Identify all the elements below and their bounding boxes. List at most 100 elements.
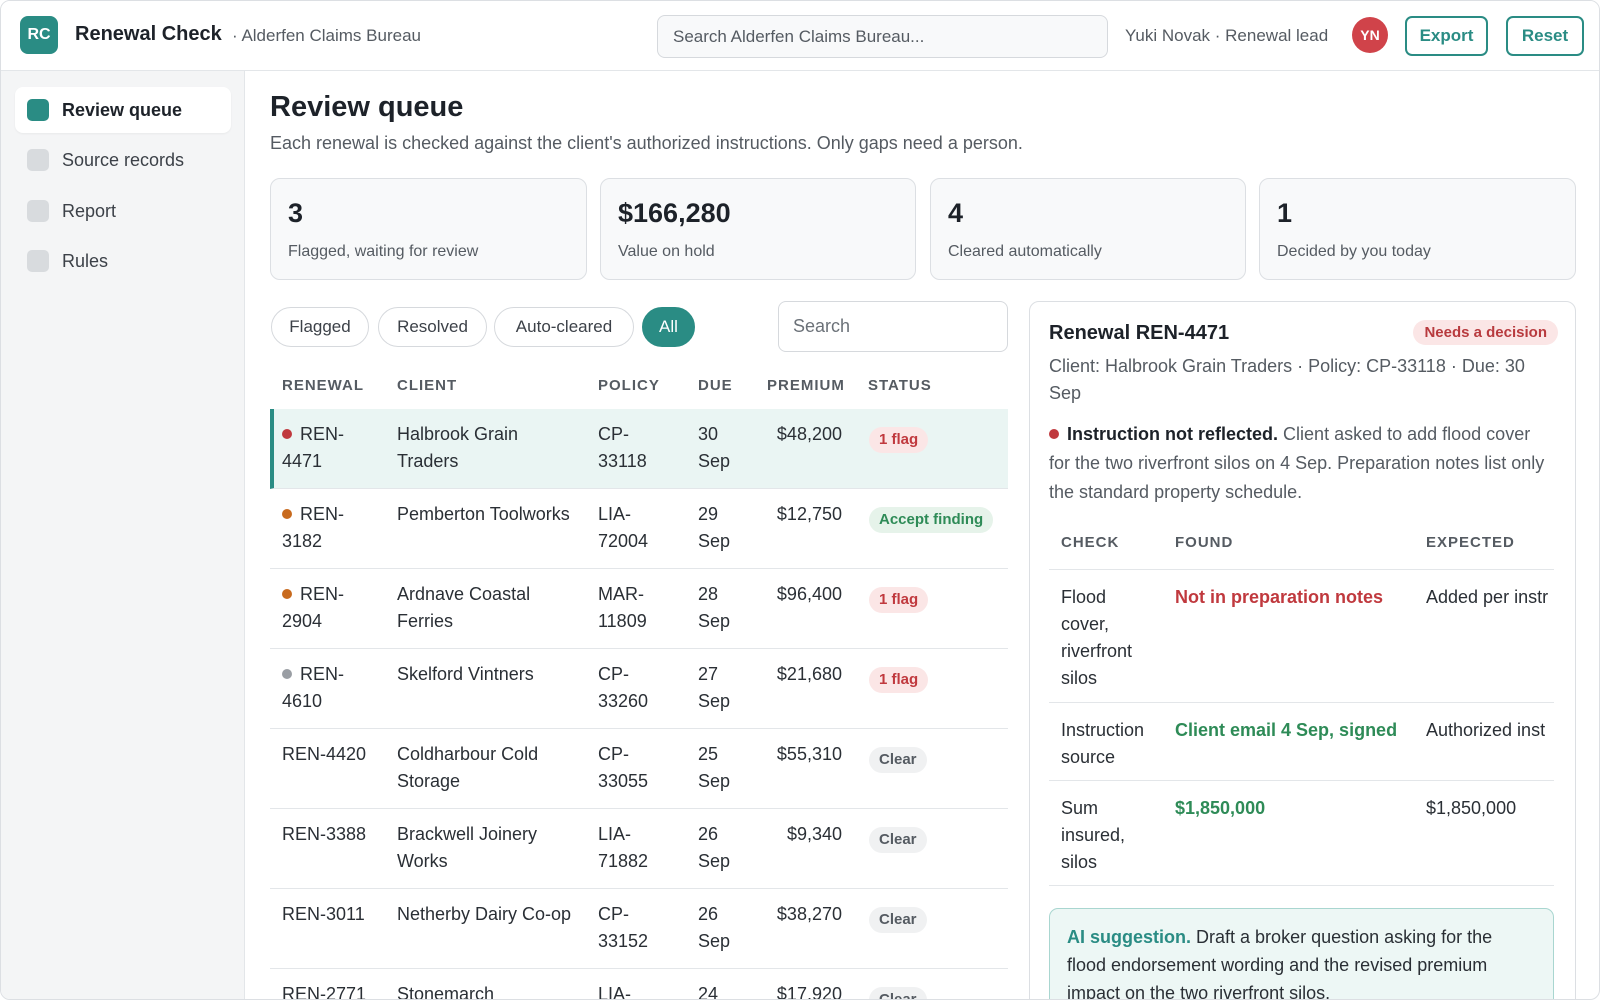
cell-policy: LIA-72004 (598, 504, 649, 551)
status-badge: 1 flag (869, 587, 929, 613)
sidebar-item-label: Source records (62, 149, 185, 170)
filter-resolved[interactable]: Resolved (378, 307, 487, 347)
status-badge: Accept finding (869, 507, 994, 533)
check-row: Flood cover, riverfront silos Not in prep… (1049, 570, 1554, 703)
stat-label: Cleared automatically (948, 243, 1102, 260)
check-row: Sum insured, silos $1,850,000 $1,850,000 (1049, 781, 1554, 886)
stat-label: Decided by you today (1277, 243, 1431, 260)
sidebar-item-source-records[interactable]: Source records (15, 137, 231, 183)
column-header-renewal[interactable]: RENEWAL (282, 377, 364, 394)
renewal-id: REN-3182 (282, 504, 344, 551)
check-table-header-row (1049, 516, 1554, 570)
table-search-input[interactable] (778, 301, 1008, 352)
app-title: Renewal Check (75, 23, 222, 45)
detail-panel: Renewal REN-4471 Needs a decision Client… (1029, 301, 1576, 1000)
cell-status: 1 flag (869, 425, 929, 453)
detail-meta: Client: Halbrook Grain Traders · Policy:… (1049, 356, 1525, 403)
finding-text: Client asked to add flood cover for the … (1049, 424, 1545, 502)
cell-premium: $9,340 (786, 824, 842, 844)
cell-premium: $48,200 (776, 424, 842, 444)
status-badge: Clear (869, 987, 927, 999)
table-row[interactable]: REN-3011 Netherby Dairy Co-op CP-33152 26 S… (270, 889, 1008, 969)
sidebar-item-review-queue[interactable]: Review queue (15, 87, 231, 133)
renewal-id: REN-2771 (282, 984, 367, 1000)
status-badge: 1 flag (869, 427, 929, 453)
stat-value: 4 (948, 198, 964, 228)
renewal-id: REN-4420 (282, 744, 367, 764)
column-header-expected: EXPECTED (1426, 534, 1515, 551)
table-row[interactable]: REN-2904 Ardnave Coastal Ferries MAR-11809… (270, 569, 1008, 649)
priority-dot-icon (282, 669, 292, 679)
cell-renewal: REN-3011 (282, 901, 382, 928)
sidebar-item-label: Review queue (62, 99, 183, 120)
avatar[interactable]: YN (1352, 17, 1388, 53)
renewal-id: REN-2904 (282, 584, 344, 631)
column-header-client[interactable]: CLIENT (397, 377, 458, 394)
cell-premium: $12,750 (776, 504, 842, 524)
cell-due: 24 (698, 984, 719, 1000)
sidebar: Review queue Source records Report Rules (1, 71, 245, 999)
cell-due: 26 Sep (698, 904, 731, 951)
stat-card-flagged: 3 Flagged, waiting for review (270, 178, 587, 280)
renewal-id: REN-3388 (282, 824, 367, 844)
sidebar-item-report[interactable]: Report (15, 188, 231, 234)
cell-premium: $55,310 (776, 744, 842, 764)
sidebar-item-label: Report (62, 200, 117, 221)
renewal-id: REN-4610 (282, 664, 344, 711)
reset-button[interactable]: Reset (1506, 16, 1584, 56)
ai-suggestion: AI suggestion. Draft a broker question a… (1049, 908, 1554, 1000)
check-expected: Authorized inst (1426, 720, 1546, 740)
check-name: Flood cover, riverfront silos (1061, 587, 1133, 688)
rules-icon (27, 250, 49, 272)
filter-flagged[interactable]: Flagged (271, 307, 369, 347)
table-row[interactable]: REN-3182 Pemberton Toolworks LIA-72004 29 S… (270, 489, 1008, 569)
table-row[interactable]: REN-4471 Halbrook Grain Traders CP-33118 30… (270, 409, 1008, 489)
cell-client: Netherby Dairy Co-op (397, 904, 572, 924)
ai-suggestion-text: Draft a broker question asking for the f… (1067, 927, 1493, 1000)
cell-status: 1 flag (869, 585, 929, 613)
check-found: Client email 4 Sep, signed (1175, 720, 1398, 740)
global-search-input[interactable] (657, 15, 1108, 58)
cell-premium: $38,270 (776, 904, 842, 924)
status-badge: Clear (869, 827, 927, 853)
check-table: CHECK FOUND EXPECTED Flood cover, riverf… (1049, 516, 1554, 886)
filter-all[interactable]: All (642, 307, 695, 347)
export-button[interactable]: Export (1405, 16, 1488, 56)
cell-policy: LIA-71882 (598, 824, 649, 871)
cell-due: 29 Sep (698, 504, 731, 551)
column-header-status[interactable]: STATUS (868, 377, 932, 394)
cell-client: Skelford Vintners (397, 664, 534, 684)
user-name: Yuki Novak · Renewal lead (1125, 26, 1329, 45)
table-row[interactable]: REN-3388 Brackwell Joinery Works LIA-71882… (270, 809, 1008, 889)
check-row: Instruction source Client email 4 Sep, si… (1049, 703, 1554, 781)
sidebar-item-rules[interactable]: Rules (15, 238, 231, 284)
status-badge: Clear (869, 907, 927, 933)
filter-auto-cleared[interactable]: Auto-cleared (494, 307, 634, 347)
status-badge: 1 flag (869, 667, 929, 693)
cell-status: 1 flag (869, 665, 929, 693)
stat-value: $166,280 (618, 198, 731, 228)
detail-title: Renewal REN-4471 (1049, 322, 1230, 344)
table-row[interactable]: REN-4420 Coldharbour Cold Storage CP-33055… (270, 729, 1008, 809)
cell-status: Clear (869, 985, 927, 999)
cell-client: Pemberton Toolworks (397, 504, 570, 524)
column-header-found: FOUND (1175, 534, 1234, 551)
column-header-check: CHECK (1061, 534, 1120, 551)
stat-card-decided: 1 Decided by you today (1259, 178, 1576, 280)
cell-policy: LIA- (598, 984, 632, 1000)
sidebar-item-label: Rules (62, 250, 109, 271)
cell-client: Brackwell Joinery Works (397, 824, 538, 871)
column-header-premium[interactable]: PREMIUM (767, 377, 845, 394)
column-header-policy[interactable]: POLICY (598, 377, 660, 394)
cell-client: Coldharbour Cold Storage (397, 744, 539, 791)
finding-title: Instruction not reflected. (1067, 424, 1279, 444)
renewal-id: REN-3011 (282, 904, 365, 924)
table-row[interactable]: REN-2771 Stonemarch LIA- 24 $17,920 Clear (270, 969, 1008, 1000)
table-row[interactable]: REN-4610 Skelford Vintners CP-33260 27 Sep $… (270, 649, 1008, 729)
cell-due: 30 Sep (698, 424, 731, 471)
cell-client: Ardnave Coastal Ferries (397, 584, 531, 631)
cell-premium: $96,400 (776, 584, 842, 604)
column-header-due[interactable]: DUE (698, 377, 733, 394)
cell-renewal: REN-3182 (282, 501, 382, 555)
